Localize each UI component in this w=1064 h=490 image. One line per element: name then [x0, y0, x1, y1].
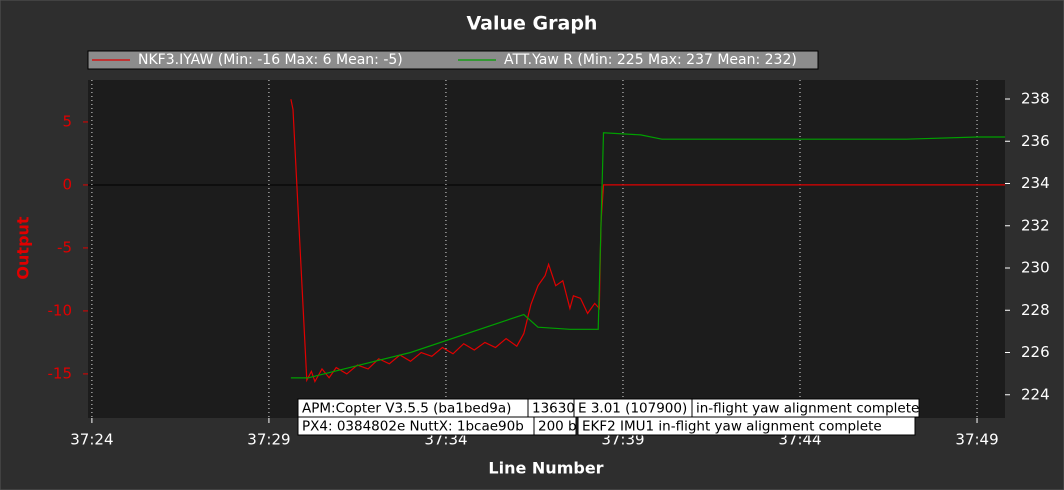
- y-tick-label: 5: [62, 112, 72, 130]
- annotation: 13630: [532, 401, 575, 417]
- y-tick-label: -15: [48, 364, 73, 382]
- y2-tick-label: 236: [1021, 132, 1050, 150]
- annotation-box: [533, 416, 577, 436]
- y2-tick-label: 232: [1021, 216, 1050, 234]
- x-tick-label: 37:49: [955, 431, 998, 449]
- y-tick-label: 0: [62, 175, 72, 193]
- y-axis-label: Output: [14, 216, 33, 279]
- legend-box: [87, 50, 819, 70]
- y2-tick-label: 228: [1021, 301, 1050, 319]
- y-tick-label: -5: [57, 238, 72, 256]
- series-line: [290, 132, 1005, 379]
- y2-tick-label: 224: [1021, 385, 1050, 403]
- annotation: EKF2 IMU1 in-flight yaw alignment comple…: [582, 419, 882, 435]
- x-tick-label: 37:29: [247, 431, 290, 449]
- y2-tick-label: 238: [1021, 90, 1050, 108]
- chart-title: Value Graph: [467, 13, 598, 35]
- x-axis-label: Line Number: [488, 459, 603, 478]
- annotation: in-flight yaw alignment complete: [696, 401, 919, 417]
- y2-tick-label: 230: [1021, 259, 1050, 277]
- legend-label: ATT.Yaw R (Min: 225 Max: 237 Mean: 232): [504, 52, 797, 68]
- legend-label: NKF3.IYAW (Min: -16 Max: 6 Mean: -5): [138, 52, 403, 68]
- y2-tick-label: 226: [1021, 343, 1050, 361]
- plot-area: [88, 80, 1005, 418]
- y2-tick-label: 234: [1021, 174, 1050, 192]
- annotation: APM:Copter V3.5.5 (ba1bed9a): [302, 401, 511, 417]
- y-tick-label: -10: [48, 301, 73, 319]
- annotation: E 3.01 (107900): [578, 401, 687, 417]
- annotation-box: [577, 416, 916, 436]
- annotation: PX4: 0384802e NuttX: 1bcae90b: [302, 419, 524, 435]
- x-tick-label: 37:24: [70, 431, 113, 449]
- series-line: [290, 99, 1005, 383]
